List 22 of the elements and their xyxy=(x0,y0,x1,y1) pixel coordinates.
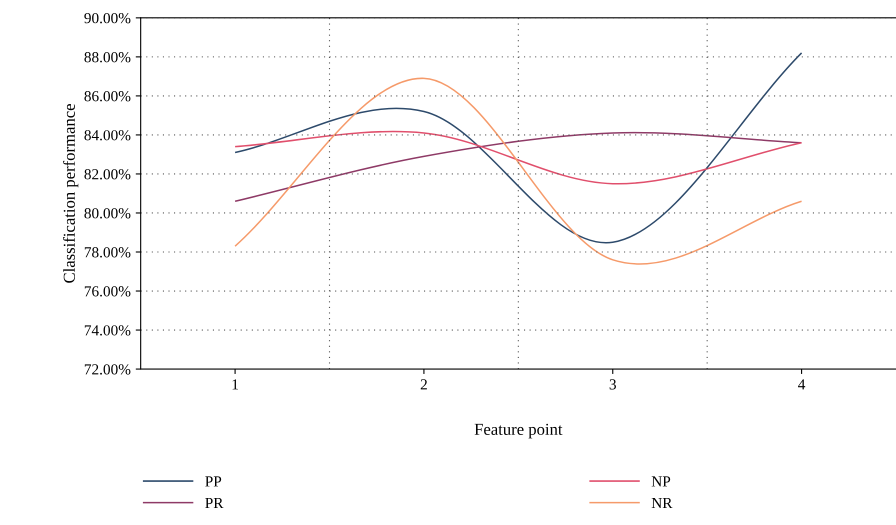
legend-label: NR xyxy=(652,498,672,508)
y-axis-title: Classification performance xyxy=(63,104,78,283)
x-tick-label: 3 xyxy=(610,379,616,390)
y-tick-label: 88.00% xyxy=(84,52,130,62)
legend-label: PR xyxy=(205,498,224,508)
legend-label: NP xyxy=(652,476,670,486)
y-tick-label: 90.00% xyxy=(84,12,130,24)
y-tick-label: 72.00% xyxy=(84,364,130,375)
x-axis-title: Feature point xyxy=(474,424,562,438)
x-tick-label: 1 xyxy=(232,379,238,390)
x-tick-label: 4 xyxy=(798,379,806,390)
line-series xyxy=(234,52,802,244)
y-tick-label: 78.00% xyxy=(84,247,130,258)
x-tick-label: 2 xyxy=(420,379,427,390)
y-tick-label: 74.00% xyxy=(84,325,130,336)
y-tick-label: 76.00% xyxy=(84,286,130,297)
y-tick-label: 82.00% xyxy=(84,169,130,180)
legend-label: PP xyxy=(205,476,222,486)
y-tick-label: 80.00% xyxy=(84,208,130,218)
y-tick-label: 86.00% xyxy=(84,91,130,102)
line-series xyxy=(234,132,802,202)
y-tick-label: 84.00% xyxy=(84,130,130,140)
